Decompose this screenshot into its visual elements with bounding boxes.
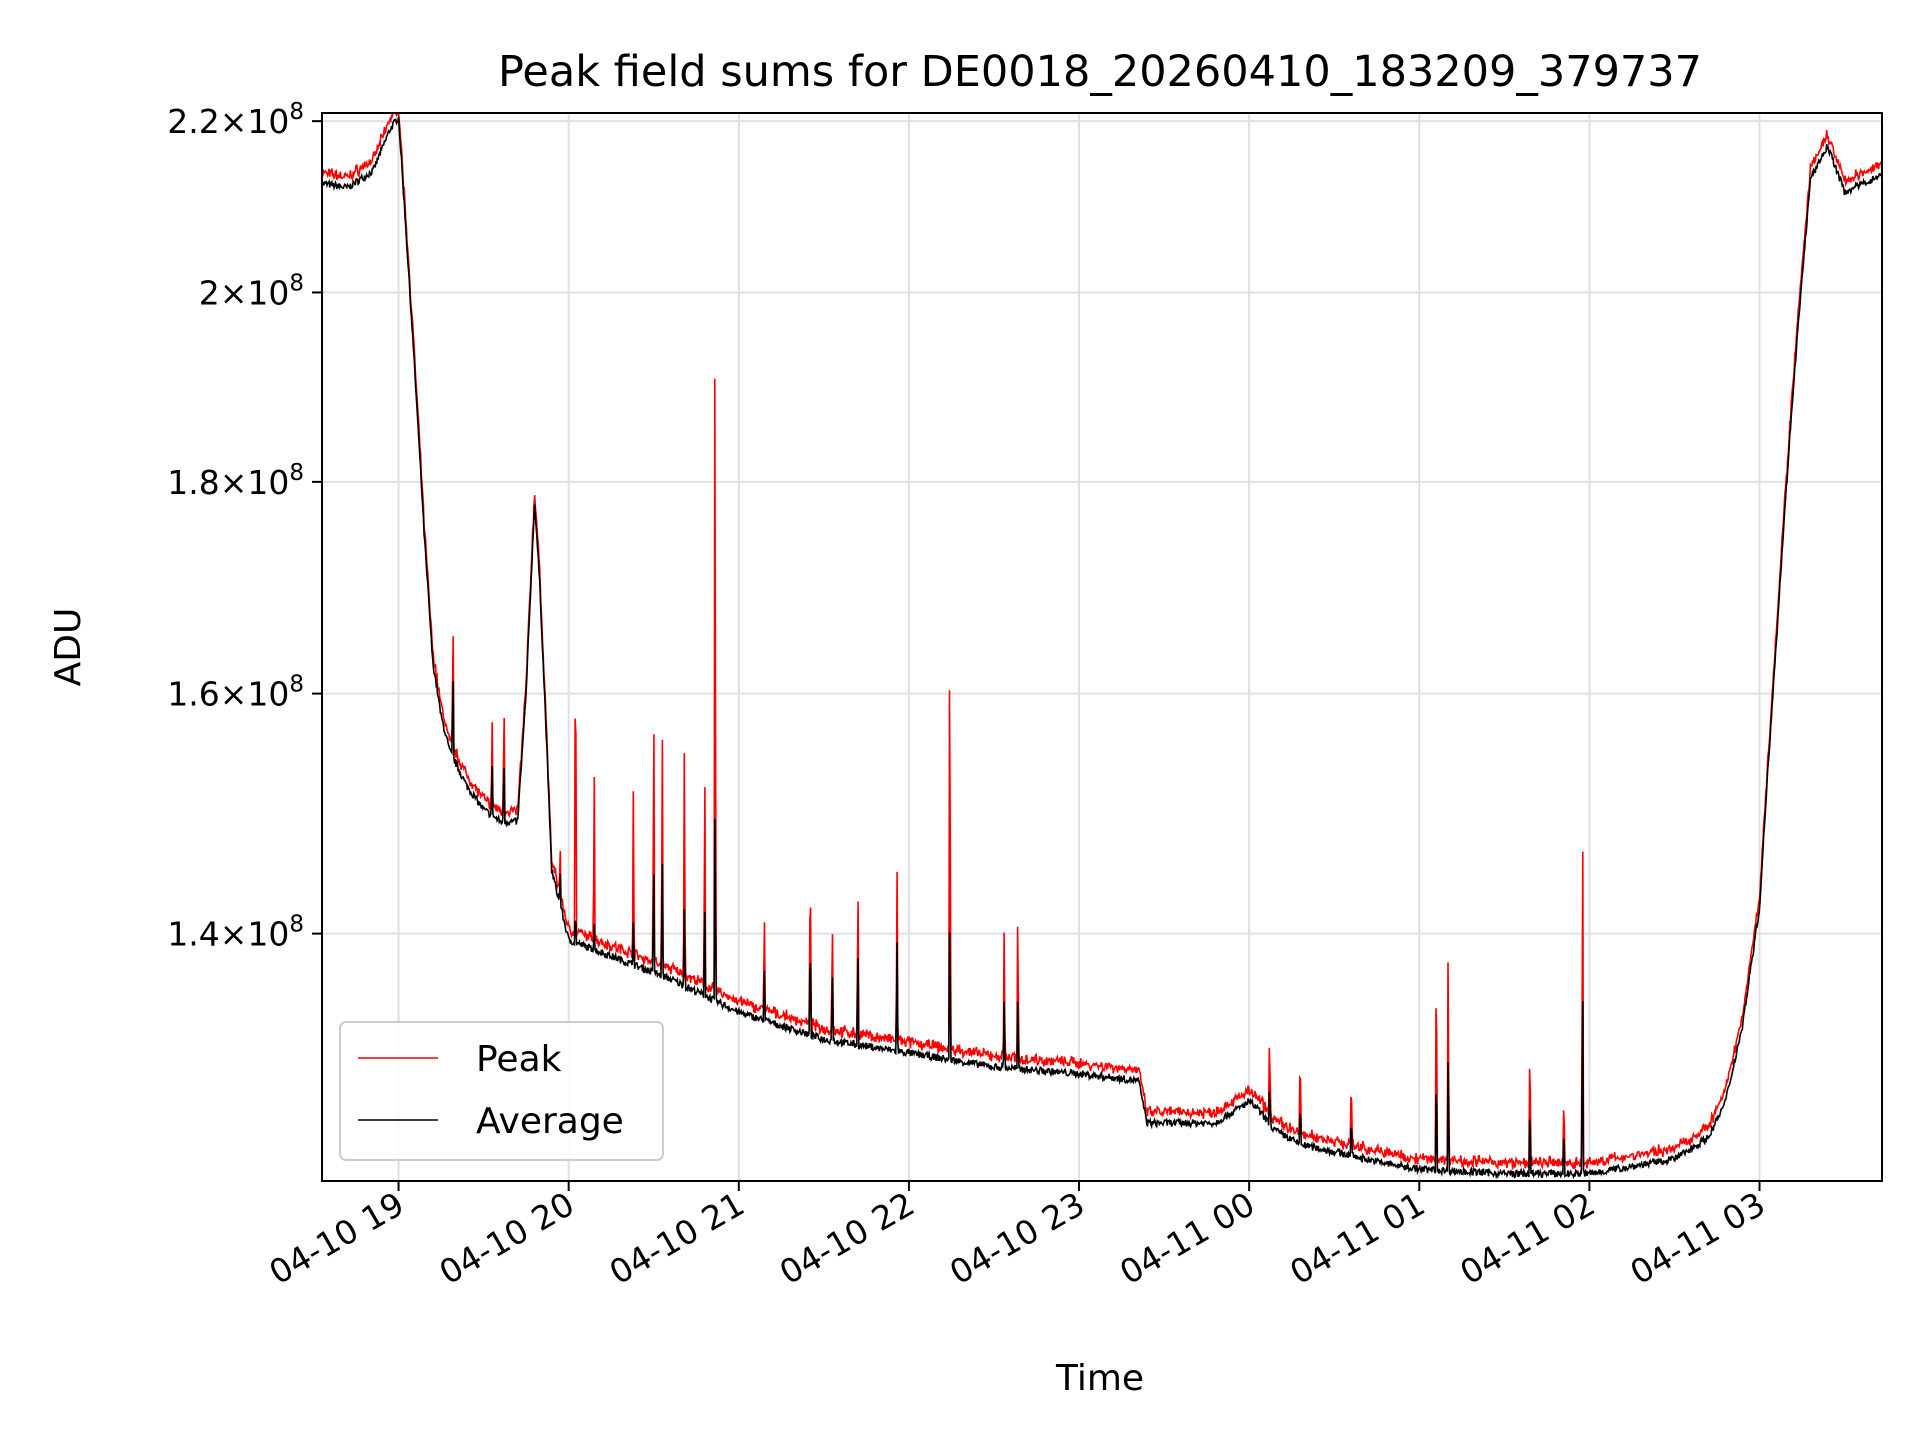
y-tick-label: 1.6×108 [167,672,304,714]
chart-title: Peak field sums for DE0018_20260410_1832… [498,47,1702,97]
y-axis-label: ADU [48,608,89,687]
grid [322,113,1882,1181]
legend-box [339,1021,664,1161]
y-axis-ticks: 1.4×108 1.6×108 1.8×108 2×108 2.2×108 [167,99,322,954]
legend: Peak Average [339,1021,664,1161]
series-line-peak [322,113,1882,1171]
series-lines [322,113,1882,1180]
y-tick-label: 1.4×108 [167,912,304,954]
x-axis-label: Time [1055,1358,1144,1399]
plot-frame [321,112,1883,1182]
series-line-average [322,116,1882,1180]
legend-label-peak: Peak [476,1039,562,1080]
y-tick-label: 2×108 [199,270,304,312]
legend-label-average: Average [476,1101,624,1142]
y-tick-label: 1.8×108 [167,460,304,502]
y-tick-label: 2.2×108 [167,99,304,141]
